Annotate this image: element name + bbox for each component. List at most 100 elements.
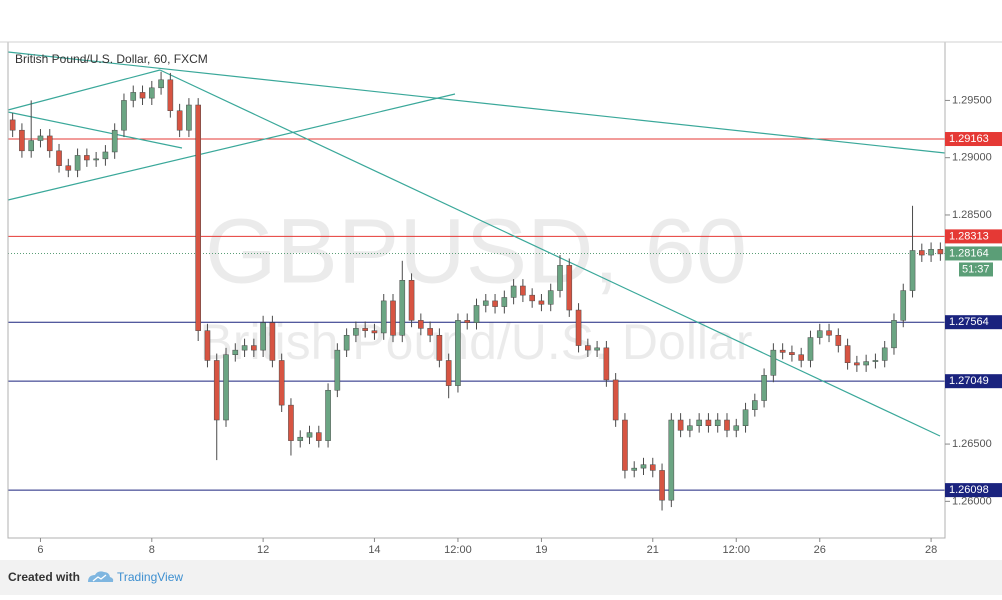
candle-body <box>102 151 109 160</box>
candle-body <box>56 150 62 166</box>
x-tick-label: 21 <box>647 544 659 556</box>
candle-body <box>9 119 16 131</box>
candle-body <box>148 87 155 99</box>
candle-body <box>380 300 387 334</box>
candle-body <box>473 305 480 323</box>
footer-created: Created with <box>8 570 80 584</box>
candle-body <box>538 300 545 305</box>
candle-body <box>334 349 341 391</box>
candle-body <box>241 345 248 351</box>
candle-body <box>909 250 916 291</box>
candle-body <box>492 300 498 307</box>
candle-body <box>566 265 573 311</box>
candle-body <box>891 320 897 349</box>
candle-body <box>900 290 907 321</box>
candle-body <box>111 129 118 153</box>
candle-body <box>881 347 888 361</box>
x-tick-label: 6 <box>37 544 43 556</box>
level-label-box <box>945 132 1002 147</box>
x-tick-label: 19 <box>535 544 547 556</box>
candle-body <box>93 158 99 161</box>
y-tick-label: 1.29000 <box>952 152 992 164</box>
candle-body <box>501 297 508 307</box>
footer-brand[interactable]: TradingView <box>117 570 183 584</box>
candle-body <box>37 135 44 141</box>
candle-body <box>251 345 257 351</box>
trend-line <box>159 69 941 437</box>
candle-body <box>520 285 526 296</box>
trend-line <box>7 69 161 111</box>
candle-body <box>195 104 201 331</box>
candle-body <box>315 432 322 441</box>
x-tick-label: 12:00 <box>722 544 750 556</box>
candle-body <box>928 249 934 256</box>
candle-body <box>158 79 164 89</box>
candle-body <box>176 110 183 131</box>
candle-body <box>622 419 628 471</box>
candle-body <box>742 409 749 426</box>
candle-body <box>223 354 229 421</box>
candle-body <box>297 436 304 441</box>
candle-body <box>919 250 925 256</box>
candle-body <box>427 328 433 336</box>
candle-body <box>84 155 90 161</box>
candle-body <box>668 419 675 501</box>
candle-body <box>807 337 814 361</box>
candle-body <box>288 404 294 441</box>
level-label: 1.29163 <box>949 133 989 145</box>
candle-body <box>213 360 220 421</box>
last-price-label: 1.28164 <box>949 247 989 259</box>
x-tick-label: 12:00 <box>444 544 472 556</box>
candle-body <box>659 470 665 501</box>
countdown-box <box>959 262 993 277</box>
candle-body <box>937 249 944 255</box>
candle-body <box>872 360 879 362</box>
candle-body <box>854 362 860 366</box>
level-label: 1.27564 <box>949 316 989 328</box>
level-label: 1.27049 <box>949 375 989 387</box>
countdown-label: 51:37 <box>962 263 990 275</box>
candle-body <box>816 330 823 338</box>
candle-body <box>260 322 266 351</box>
brand-logo <box>88 571 114 582</box>
candle-body <box>752 400 758 410</box>
y-tick-label: 1.26500 <box>952 438 992 450</box>
candle-body <box>631 467 638 471</box>
candle-body <box>139 92 146 99</box>
candle-body <box>844 345 851 363</box>
x-tick-label: 14 <box>368 544 380 556</box>
candle-body <box>779 349 786 353</box>
level-label-box <box>945 374 1002 389</box>
candle-body <box>204 330 211 361</box>
candle-body <box>612 379 619 421</box>
candles <box>9 71 944 511</box>
candle-body <box>687 425 693 431</box>
trend-line <box>7 93 456 201</box>
candle-body <box>28 140 34 152</box>
candle-body <box>46 135 53 152</box>
watermark: GBPUSD, 60 <box>205 200 747 302</box>
candle-body <box>770 349 777 376</box>
candle-body <box>186 104 192 131</box>
x-tick-label: 8 <box>149 544 155 556</box>
candle-body <box>547 290 554 305</box>
candle-body <box>826 330 832 336</box>
candle-body <box>408 280 415 321</box>
candle-body <box>714 419 721 426</box>
candle-body <box>121 100 127 131</box>
candle-body <box>455 320 461 386</box>
level-label: 1.28313 <box>949 230 989 242</box>
candle-body <box>269 322 276 361</box>
candle-body <box>418 320 424 329</box>
candle-body <box>863 361 869 366</box>
candle-body <box>353 328 359 336</box>
candle-body <box>724 419 730 431</box>
candle-body <box>705 419 712 426</box>
candle-body <box>362 328 368 331</box>
candle-body <box>482 300 489 306</box>
candle-body <box>278 360 285 406</box>
last-price-box <box>945 246 1002 261</box>
candle-body <box>19 129 25 152</box>
